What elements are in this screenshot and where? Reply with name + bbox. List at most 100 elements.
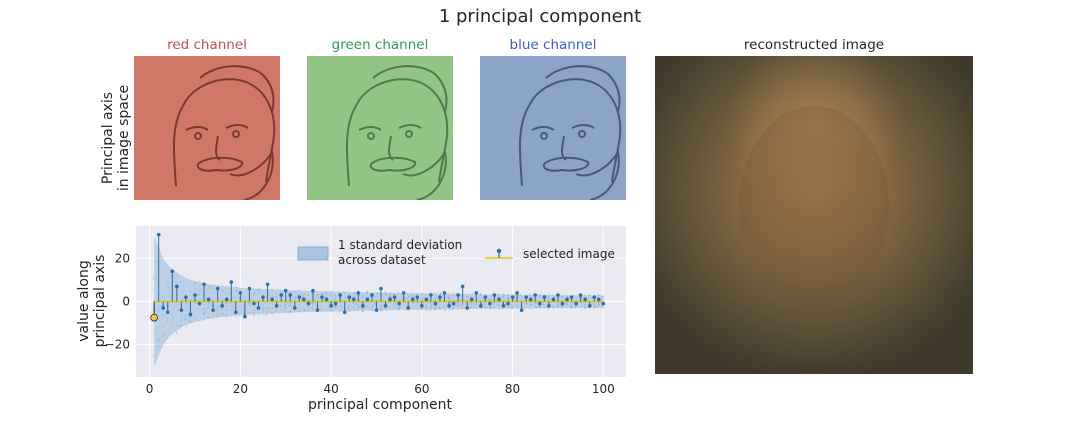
dataset-point	[303, 293, 306, 295]
dataset-point	[354, 309, 356, 311]
dataset-point	[398, 307, 400, 309]
stem-marker	[569, 295, 574, 299]
dataset-point	[195, 287, 197, 290]
dataset-point	[539, 306, 541, 308]
dataset-point	[195, 318, 197, 320]
dataset-point	[348, 310, 351, 313]
dataset-point	[384, 292, 386, 294]
dataset-point	[347, 306, 350, 308]
dataset-point	[230, 309, 232, 311]
dataset-point	[298, 294, 300, 296]
stem-marker	[256, 306, 261, 310]
dataset-point	[311, 307, 313, 309]
dataset-point	[353, 292, 355, 295]
dataset-point	[307, 305, 309, 307]
dataset-point	[453, 294, 455, 296]
dataset-point	[471, 304, 473, 306]
dataset-point	[379, 304, 382, 307]
dataset-point	[229, 299, 231, 301]
dataset-point	[198, 294, 200, 296]
dataset-point	[602, 307, 605, 309]
dataset-point	[157, 307, 159, 309]
dataset-point	[425, 307, 427, 310]
dataset-point	[526, 303, 528, 305]
stem-marker	[215, 286, 220, 291]
dataset-point	[235, 316, 237, 318]
dataset-point	[376, 299, 378, 301]
dataset-point	[344, 297, 346, 299]
stem-marker	[488, 301, 492, 306]
dataset-point	[448, 308, 450, 310]
dataset-point	[222, 290, 224, 293]
dataset-point	[420, 307, 422, 310]
stem-marker	[438, 295, 442, 299]
dataset-point	[162, 291, 164, 293]
dataset-point	[294, 297, 296, 299]
dataset-point	[385, 293, 387, 295]
dataset-point	[172, 317, 174, 319]
stem-marker	[587, 304, 592, 308]
dataset-point	[507, 297, 509, 299]
dataset-point	[530, 304, 532, 306]
dataset-point	[430, 305, 432, 307]
dataset-point	[539, 305, 541, 308]
dataset-point	[530, 303, 532, 306]
dataset-point	[434, 308, 436, 310]
x-axis-label: principal component	[308, 397, 453, 413]
dataset-point	[584, 307, 586, 310]
dataset-point	[276, 298, 278, 300]
stem-marker	[311, 288, 315, 293]
stem-marker	[361, 304, 365, 308]
dataset-point	[356, 304, 358, 306]
dataset-point	[393, 305, 395, 307]
dataset-point	[240, 298, 242, 300]
dataset-point	[535, 306, 537, 308]
dataset-point	[399, 306, 401, 308]
dataset-point	[325, 291, 327, 293]
dataset-point	[431, 307, 433, 309]
stem-marker	[406, 306, 411, 310]
dataset-point	[217, 305, 220, 307]
dataset-point	[171, 321, 173, 323]
dataset-point	[588, 294, 590, 296]
dataset-point	[321, 309, 323, 311]
dataset-point	[271, 307, 273, 309]
dataset-point	[375, 293, 377, 295]
dataset-point	[497, 305, 499, 307]
dataset-point	[538, 294, 540, 296]
dataset-point	[484, 306, 487, 308]
dataset-point	[547, 295, 549, 298]
dataset-point	[475, 303, 477, 305]
dataset-point	[353, 306, 355, 308]
dataset-point	[538, 296, 540, 298]
dataset-point	[267, 306, 270, 308]
dataset-point	[152, 278, 154, 280]
stem-marker	[356, 291, 361, 295]
stem-marker	[338, 293, 342, 297]
dataset-point	[558, 299, 560, 301]
dataset-point	[361, 310, 364, 313]
dataset-point	[312, 304, 314, 306]
stem-marker	[524, 295, 528, 299]
dataset-point	[458, 304, 460, 307]
dataset-point	[498, 303, 500, 306]
dataset-point	[216, 307, 218, 309]
dataset-point	[317, 296, 319, 299]
dataset-point	[258, 314, 260, 316]
dataset-point	[331, 295, 333, 297]
red-channel-image	[134, 56, 280, 200]
dataset-point	[348, 309, 351, 311]
dataset-point	[358, 305, 360, 308]
dataset-point	[253, 292, 255, 295]
dataset-point	[320, 305, 322, 307]
dataset-point	[276, 288, 279, 290]
stem-marker	[447, 304, 451, 308]
dataset-point	[557, 302, 559, 304]
stem-marker	[175, 284, 179, 289]
dataset-point	[421, 292, 423, 294]
stem-marker	[229, 280, 234, 284]
dataset-point	[366, 291, 368, 293]
red-channel-title: red channel	[167, 37, 247, 53]
dataset-point	[484, 303, 486, 305]
dataset-point	[394, 307, 396, 309]
